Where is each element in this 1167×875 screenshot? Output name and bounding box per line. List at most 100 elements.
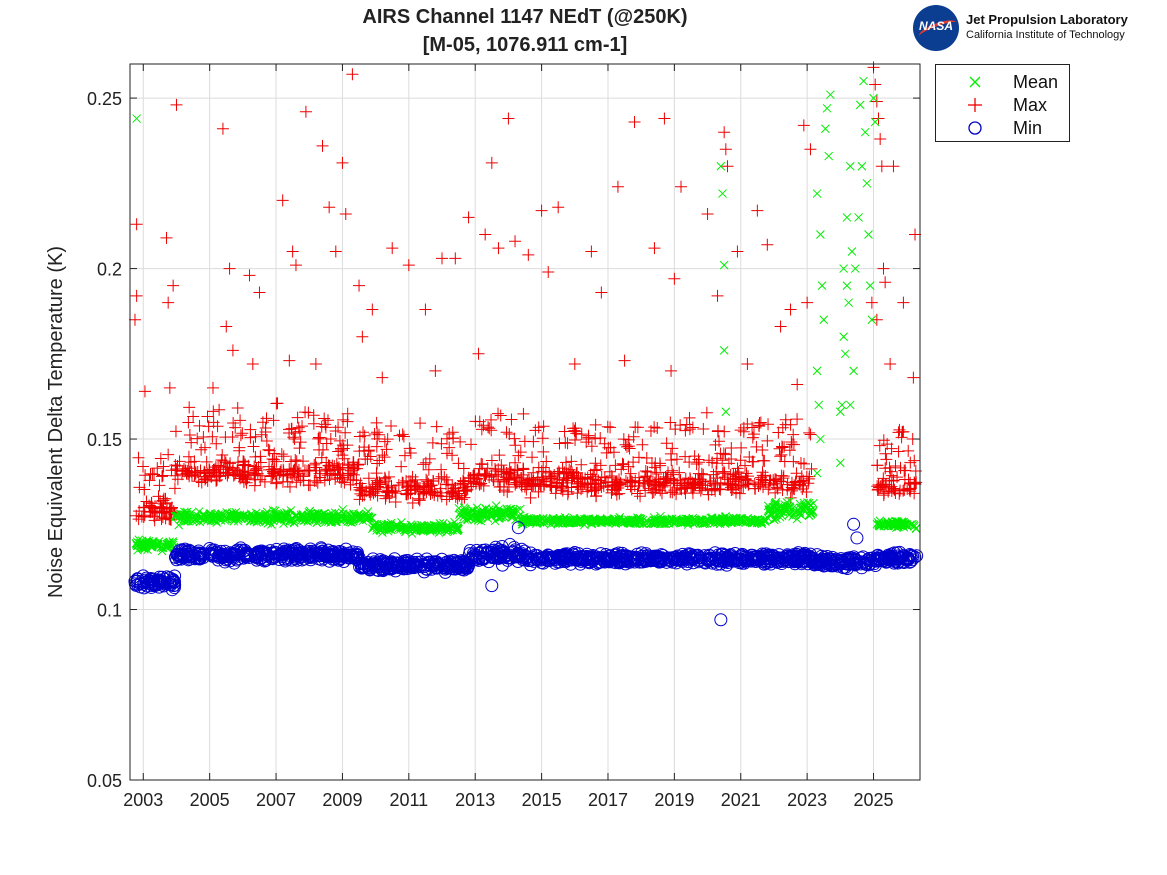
data-point-max bbox=[370, 467, 383, 480]
data-point-max bbox=[482, 421, 495, 434]
data-point-max bbox=[617, 433, 630, 446]
data-point-max bbox=[902, 473, 915, 486]
data-point-max bbox=[443, 441, 456, 454]
chart-title-line1: AIRS Channel 1147 NEdT (@250K) bbox=[362, 6, 688, 28]
data-point-max bbox=[239, 458, 252, 471]
data-point-max bbox=[321, 464, 334, 477]
data-point-max bbox=[569, 433, 582, 446]
data-point-max bbox=[644, 425, 657, 438]
data-point-max bbox=[292, 467, 305, 480]
y-tick-label: 0.2 bbox=[97, 260, 122, 280]
data-point-max bbox=[690, 458, 703, 471]
data-point-max bbox=[452, 457, 465, 470]
data-point-max bbox=[419, 456, 432, 469]
data-point-max bbox=[502, 480, 515, 493]
data-point-max bbox=[631, 487, 644, 500]
data-point-max bbox=[628, 115, 641, 128]
data-point-max bbox=[784, 303, 797, 316]
data-point-max bbox=[381, 433, 394, 446]
plot-area bbox=[130, 64, 920, 780]
data-point-max bbox=[146, 467, 159, 480]
data-point-max bbox=[457, 462, 470, 475]
data-point-max bbox=[485, 156, 498, 169]
data-point-max bbox=[803, 426, 816, 439]
data-point-max bbox=[614, 478, 627, 491]
data-point-max bbox=[358, 429, 371, 442]
data-point-max bbox=[675, 479, 688, 492]
x-tick-label: 2017 bbox=[588, 790, 628, 810]
data-point-max bbox=[395, 460, 408, 473]
data-point-max bbox=[442, 478, 455, 491]
data-point-max bbox=[163, 381, 176, 394]
data-point-max bbox=[256, 416, 269, 429]
data-point-max bbox=[160, 231, 173, 244]
data-point-max bbox=[654, 459, 667, 472]
data-point-max bbox=[658, 112, 671, 125]
data-point-max bbox=[717, 465, 730, 478]
data-point-max bbox=[137, 510, 150, 523]
data-point-max bbox=[188, 455, 201, 468]
data-point-max bbox=[361, 453, 374, 466]
data-point-max bbox=[289, 259, 302, 272]
data-point-max bbox=[310, 461, 323, 474]
data-point-max bbox=[234, 414, 247, 427]
data-point-max bbox=[336, 439, 349, 452]
data-point-max bbox=[509, 235, 522, 248]
data-point-max bbox=[680, 418, 693, 431]
data-point-max bbox=[870, 313, 883, 326]
chart-legend: Mean Max Min bbox=[935, 64, 1070, 142]
data-point-max bbox=[198, 466, 211, 479]
data-point-max bbox=[353, 493, 366, 506]
data-point-max bbox=[907, 371, 920, 384]
data-point-max bbox=[522, 248, 535, 261]
data-point-max bbox=[632, 451, 645, 464]
data-point-max bbox=[220, 320, 233, 333]
data-point-max bbox=[774, 320, 787, 333]
x-tick-label: 2019 bbox=[654, 790, 694, 810]
data-point-max bbox=[785, 481, 798, 494]
data-point-max bbox=[636, 438, 649, 451]
data-point-max bbox=[517, 407, 530, 420]
data-point-max bbox=[893, 423, 906, 436]
data-point-max bbox=[288, 432, 301, 445]
data-point-max bbox=[435, 463, 448, 476]
data-point-max bbox=[777, 472, 790, 485]
data-point-max bbox=[260, 434, 273, 447]
data-point-max bbox=[609, 475, 622, 488]
data-point-max bbox=[429, 364, 442, 377]
data-point-mean bbox=[147, 542, 157, 552]
data-point-max bbox=[265, 463, 278, 476]
data-point-max bbox=[270, 397, 283, 410]
data-point-max bbox=[532, 485, 545, 498]
data-point-max bbox=[559, 436, 572, 449]
data-point-max bbox=[299, 105, 312, 118]
data-point-max bbox=[447, 432, 460, 445]
data-point-max bbox=[353, 279, 366, 292]
data-point-max bbox=[187, 410, 200, 423]
data-point-max bbox=[263, 444, 276, 457]
data-point-max bbox=[249, 430, 262, 443]
data-point-max bbox=[489, 462, 502, 475]
data-point-max bbox=[270, 477, 283, 490]
data-point-max bbox=[490, 468, 503, 481]
y-tick-label: 0.1 bbox=[97, 601, 122, 621]
data-point-max bbox=[366, 303, 379, 316]
data-point-max bbox=[449, 490, 462, 503]
data-point-max bbox=[695, 467, 708, 480]
data-point-max bbox=[756, 469, 769, 482]
data-point-max bbox=[156, 469, 169, 482]
data-point-max bbox=[648, 242, 661, 255]
data-point-max bbox=[216, 122, 229, 135]
data-point-max bbox=[356, 330, 369, 343]
data-point-max bbox=[192, 475, 205, 488]
legend-item-mean: Mean bbox=[936, 71, 1071, 93]
data-point-max bbox=[883, 481, 896, 494]
data-point-max bbox=[716, 454, 729, 467]
data-point-max bbox=[448, 482, 461, 495]
data-point-max bbox=[895, 431, 908, 444]
data-point-max bbox=[762, 418, 775, 431]
data-point-max bbox=[668, 476, 681, 489]
nasa-meatball-icon: NASA bbox=[913, 5, 960, 51]
data-point-max bbox=[280, 468, 293, 481]
data-point-max bbox=[747, 455, 760, 468]
